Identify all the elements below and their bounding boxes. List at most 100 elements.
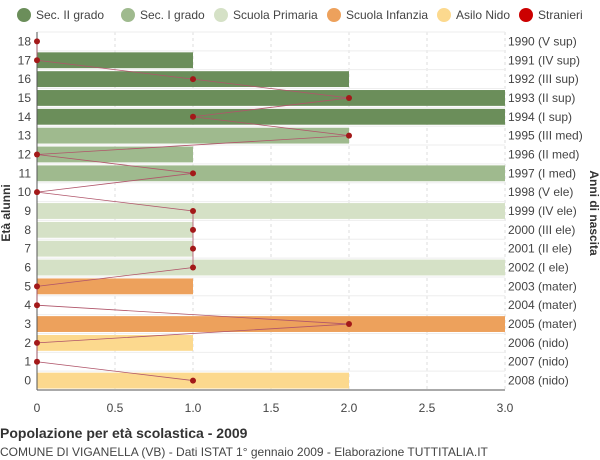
legend: Sec. II grado Sec. I grado Scuola Primaria… [17,8,583,22]
age-label: 1 [24,355,31,369]
foreign-point [190,76,196,83]
birth-year-label: 1997 (I med) [508,166,576,180]
axes [36,32,505,391]
birth-year-label: 1994 (I sup) [508,110,572,124]
legend-label: Scuola Primaria [233,8,318,22]
legend-swatch [121,8,135,22]
bar [37,165,505,182]
legend-label: Scuola Infanzia [346,8,428,22]
age-label: 17 [18,53,32,67]
bars: 18 1990 (V sup)17 1991 (IV sup)16 1992 (III… [18,31,583,389]
legend-swatch [327,8,341,22]
foreign-point [346,132,352,139]
foreign-point [190,377,196,384]
bar [37,90,505,106]
grid: 0 0.5 1.0 1.5 2.0 2.5 3.0 [34,32,514,415]
foreign-point [190,226,196,233]
age-label: 18 [18,34,32,48]
bar [37,278,193,295]
age-label: 15 [18,91,32,105]
legend-label: Stranieri [538,8,583,22]
foreign-series [34,38,352,384]
foreign-point [34,358,40,365]
bar [37,127,349,144]
age-label: 11 [19,166,32,180]
foreign-point [34,339,40,346]
bar [37,240,193,257]
y2-axis-label: Anni di nascita [587,170,600,256]
age-label: 10 [18,185,32,199]
age-label: 16 [18,72,32,86]
foreign-point [190,245,196,252]
x-tick-label: 2.0 [341,401,358,415]
x-tick-label: 2.5 [419,401,436,415]
foreign-point [190,113,196,120]
bar [37,52,193,69]
bar [37,259,505,276]
age-label: 13 [18,129,32,143]
birth-year-label: 2004 (mater) [508,298,577,312]
legend-item: Sec. I grado [121,8,205,22]
birth-year-label: 2008 (nido) [508,374,569,388]
bar [37,221,193,238]
birth-year-label: 2006 (nido) [508,336,569,350]
age-label: 9 [24,204,31,218]
foreign-point [34,189,40,196]
foreign-point [34,151,40,158]
birth-year-label: 1990 (V sup) [508,34,577,48]
age-label: 14 [18,110,32,124]
birth-year-label: 1999 (IV ele) [508,204,577,218]
foreign-point [34,302,40,309]
age-label: 12 [18,147,32,161]
birth-year-label: 1995 (III med) [508,129,583,143]
x-tick-label: 0.5 [107,401,124,415]
birth-year-label: 1991 (IV sup) [508,53,580,67]
age-label: 8 [24,223,31,237]
foreign-point [34,57,40,64]
x-tick-label: 1.5 [263,401,280,415]
legend-swatch [17,8,31,22]
legend-item: Scuola Primaria [214,8,318,22]
legend-item: Asilo Nido [437,8,510,22]
birth-year-label: 2000 (III ele) [508,223,575,237]
legend-item: Sec. II grado [17,8,104,22]
x-tick-label: 1.0 [185,401,202,415]
birth-year-label: 2005 (mater) [508,317,577,331]
bar [37,203,505,219]
foreign-point [34,38,40,45]
legend-label: Sec. II grado [36,8,104,22]
bar [37,316,505,332]
bar [37,146,193,163]
age-label: 7 [24,242,31,256]
foreign-point [190,208,196,214]
legend-item: Stranieri [519,8,583,22]
age-label: 5 [24,279,31,293]
age-label: 6 [24,261,31,275]
birth-year-label: 2001 (II ele) [508,242,572,256]
bar [37,108,505,125]
birth-year-label: 2003 (mater) [508,279,577,293]
age-label: 4 [24,298,31,312]
bar [37,334,193,351]
foreign-point [190,264,196,271]
birth-year-label: 1993 (II sup) [508,91,575,105]
footer-subtitle: COMUNE DI VIGANELLA (VB) - Dati ISTAT 1°… [0,445,488,459]
legend-swatch [437,8,451,22]
foreign-point [346,321,352,328]
birth-year-label: 1996 (II med) [508,147,579,161]
birth-year-label: 1998 (V ele) [508,185,573,199]
x-tick-label: 3.0 [497,401,514,415]
legend-swatch [214,8,228,22]
age-label: 0 [24,374,31,388]
foreign-point [190,170,196,177]
x-tick-label: 0 [34,401,41,415]
population-chart: Sec. II grado Sec. I grado Scuola Primaria… [0,8,600,415]
birth-year-label: 1992 (III sup) [508,72,579,86]
legend-item: Scuola Infanzia [327,8,428,22]
foreign-point [346,94,352,101]
legend-label: Asilo Nido [456,8,510,22]
age-label: 2 [24,336,31,350]
footer-title: Popolazione per età scolastica - 2009 [0,425,248,441]
birth-year-label: 2007 (nido) [508,355,569,369]
